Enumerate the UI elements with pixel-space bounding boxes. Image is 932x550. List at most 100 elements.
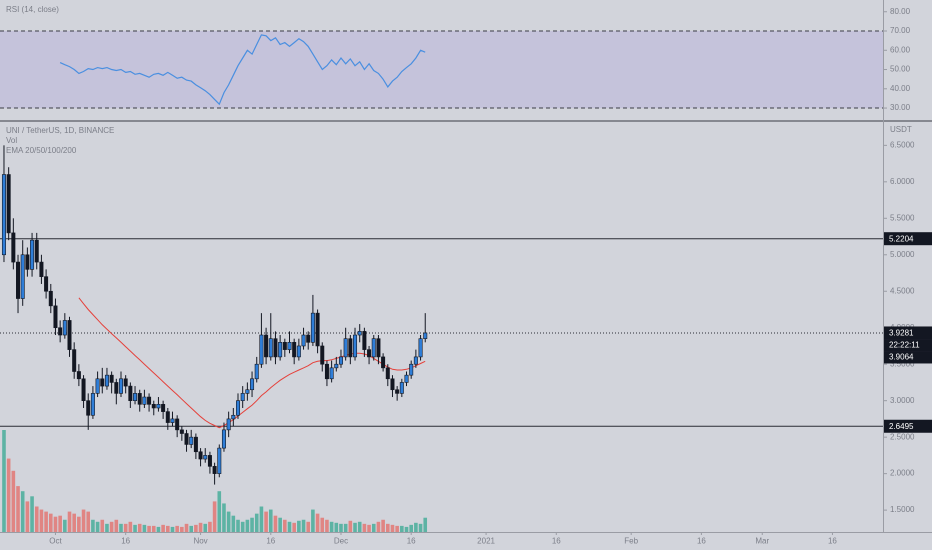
candle-body — [221, 429, 226, 449]
candle-body — [329, 367, 334, 380]
candle-body — [273, 338, 278, 358]
volume-bar — [371, 523, 376, 532]
volume-bar — [240, 521, 245, 532]
candle-body — [156, 404, 161, 409]
candle-body — [161, 404, 166, 412]
volume-bar — [180, 526, 184, 532]
volume-bar — [109, 521, 114, 532]
volume-bar — [72, 513, 76, 532]
candle-body — [376, 338, 381, 358]
volume-bar — [212, 501, 217, 532]
candle-body — [67, 320, 72, 350]
volume-bar — [329, 521, 334, 532]
volume-bar — [376, 521, 381, 532]
candle-body — [324, 363, 329, 380]
volume-bar — [226, 511, 231, 532]
volume-bar — [348, 520, 353, 532]
candle-body — [226, 418, 231, 431]
volume-bar — [44, 511, 48, 532]
volume-bar — [353, 522, 357, 532]
candle-body — [53, 305, 58, 329]
x-tick-label: 16 — [828, 537, 837, 546]
price-label-box — [884, 419, 932, 433]
volume-bar — [203, 523, 208, 532]
volume-bar — [175, 525, 179, 532]
candle-body — [62, 320, 67, 336]
volume-bar — [189, 525, 194, 532]
rsi-title: RSI (14, close) — [6, 5, 59, 14]
candle-body — [306, 334, 311, 343]
candle-body — [282, 342, 287, 350]
volume-bar — [34, 506, 39, 532]
candle-body — [58, 327, 63, 336]
volume-bar — [264, 511, 268, 532]
volume-bar — [25, 501, 30, 532]
volume-bar — [320, 517, 325, 532]
candle-body — [90, 393, 95, 416]
candle-body — [348, 338, 353, 358]
volume-bar — [367, 524, 371, 532]
y-tick-label: 80.00 — [890, 7, 911, 16]
candle-body — [264, 334, 269, 358]
candle-body — [81, 378, 86, 401]
y-tick-label: 6.5000 — [890, 140, 915, 149]
volume-bar — [250, 517, 254, 532]
candle-body — [381, 356, 386, 369]
volume-bar — [395, 525, 399, 532]
candle-body — [399, 382, 404, 394]
volume-bar — [236, 519, 240, 532]
candle-body — [362, 331, 367, 350]
volume-bar — [100, 519, 105, 532]
candle-body — [193, 436, 198, 453]
candle-body — [357, 331, 362, 336]
volume-bar — [357, 521, 362, 532]
candle-body — [133, 393, 138, 401]
y-tick-label: 3.0000 — [890, 396, 915, 405]
price-label: 5.2204 — [889, 234, 914, 243]
countdown-box — [884, 339, 932, 352]
volume-bar — [67, 511, 72, 532]
volume-bar — [254, 513, 259, 532]
volume-bar — [86, 511, 91, 532]
y-tick-label: 2.5000 — [890, 432, 915, 441]
volume-bar — [63, 519, 67, 532]
ema-label-box — [884, 351, 932, 364]
candle-body — [231, 414, 236, 420]
volume-bar — [292, 522, 296, 532]
y-tick-label: 2.0000 — [890, 469, 915, 478]
volume-bar — [156, 526, 161, 532]
x-tick-label: 2021 — [477, 537, 495, 546]
volume-bar — [315, 513, 320, 532]
candle-body — [207, 455, 212, 467]
chart-title: UNI / TetherUS, 1D, BINANCE — [6, 126, 114, 135]
volume-bar — [208, 521, 212, 532]
ema-label: 3.9064 — [889, 353, 914, 362]
volume-bar — [381, 519, 385, 532]
volume-bar — [77, 516, 81, 532]
candle-body — [1, 174, 6, 256]
candle-body — [390, 378, 395, 391]
y-tick-label: 3.5000 — [890, 359, 915, 368]
candle-body — [367, 349, 372, 358]
volume-bar — [114, 519, 119, 532]
volume-bar — [184, 523, 189, 532]
candle-body — [128, 385, 133, 401]
candle-body — [11, 232, 16, 263]
legend-item: EMA 20/50/100/200 — [6, 146, 77, 155]
candle-body — [86, 400, 91, 416]
rsi-band — [0, 31, 883, 109]
candle-body — [170, 418, 175, 423]
candle-body — [30, 239, 35, 270]
candle-body — [16, 261, 21, 299]
volume-bar — [133, 524, 137, 532]
candle-body — [245, 389, 250, 394]
volume-bar — [128, 521, 133, 532]
volume-bar — [325, 519, 329, 532]
candle-body — [385, 367, 390, 380]
candle-body — [423, 332, 428, 339]
y-tick-label: 40.00 — [890, 84, 911, 93]
volume-bar — [161, 524, 165, 532]
volume-bar — [222, 503, 226, 532]
candle-body — [292, 342, 297, 358]
